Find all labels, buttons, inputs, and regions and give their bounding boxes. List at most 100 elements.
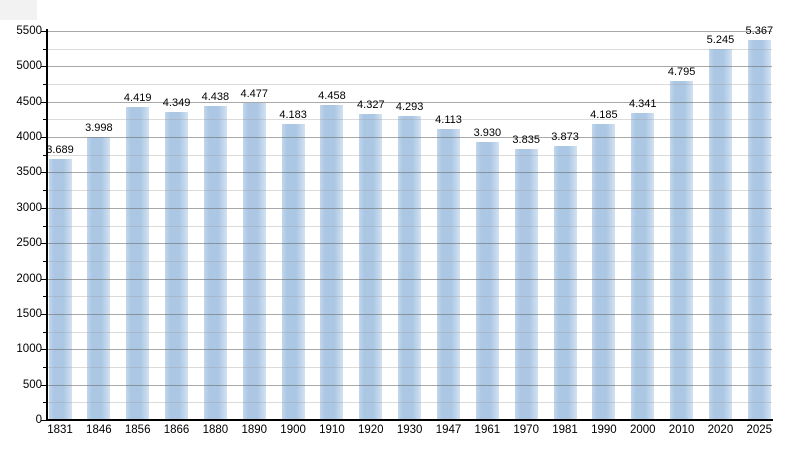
x-axis-line <box>46 419 773 421</box>
gridline-minor <box>48 331 772 333</box>
bar-1910 <box>320 104 344 420</box>
x-tick-label: 1880 <box>202 424 229 436</box>
x-tick-label: 1961 <box>474 424 501 436</box>
gridline-major <box>48 31 772 32</box>
x-tick-label: 1910 <box>319 424 345 436</box>
bar-value-label: 4.349 <box>162 97 191 110</box>
bar-1947 <box>437 129 460 420</box>
y-axis-tick <box>41 137 47 139</box>
x-tick-label: 2010 <box>668 424 695 436</box>
gridline-minor <box>48 154 772 156</box>
y-axis-tick <box>43 331 47 333</box>
bar-value-label: 3.930 <box>473 127 502 140</box>
y-axis-tick <box>41 172 47 174</box>
y-tick-label: 500 <box>22 378 42 391</box>
x-tick-label: 1846 <box>86 424 112 436</box>
gridline-minor <box>48 119 772 121</box>
y-tick-label: 1500 <box>16 307 42 320</box>
y-axis-tick <box>43 296 47 298</box>
y-tick-label: 2000 <box>16 272 42 285</box>
gridline-minor <box>48 366 772 368</box>
y-axis-tick <box>41 420 47 421</box>
y-axis-tick <box>43 402 47 404</box>
bar-1831 <box>48 159 72 420</box>
y-tick-label: 0 <box>35 414 42 426</box>
bar-value-label: 3.873 <box>551 131 579 144</box>
x-tick-label: 1990 <box>591 424 617 436</box>
bar-value-label: 4.183 <box>279 109 307 122</box>
gridline-major <box>48 66 772 68</box>
x-tick-label: 2025 <box>746 424 773 436</box>
bar-value-label: 4.795 <box>667 65 696 78</box>
y-tick-label: 3000 <box>16 201 42 214</box>
gridline-major <box>48 207 772 209</box>
y-tick-label: 4500 <box>16 95 42 108</box>
y-axis-tick <box>41 313 47 315</box>
gridline-major <box>48 172 772 174</box>
gridline-minor <box>48 402 772 404</box>
bar-1920 <box>359 113 383 420</box>
bar-value-label: 4.341 <box>628 97 657 110</box>
y-axis-tick <box>43 48 47 50</box>
x-tick-label: 1866 <box>163 424 190 436</box>
y-axis-tick <box>43 119 47 121</box>
bar-value-label: 3.689 <box>46 144 74 157</box>
gridline-minor <box>48 84 772 86</box>
gridline-major <box>48 278 772 280</box>
y-axis-tick <box>41 101 47 103</box>
gridline-major <box>48 243 772 245</box>
bar-value-label: 4.438 <box>201 91 230 104</box>
x-tick-label: 1831 <box>47 424 73 436</box>
bar-2025 <box>747 40 771 420</box>
y-axis-tick <box>41 243 47 245</box>
x-tick-label: 2020 <box>707 424 734 436</box>
bar-1900 <box>281 124 305 420</box>
y-tick-label: 2500 <box>16 237 42 250</box>
x-tick-label: 1947 <box>435 424 462 436</box>
bar-value-label: 4.185 <box>590 109 618 121</box>
bar-value-label: 4.419 <box>123 92 152 105</box>
x-tick-label: 2000 <box>629 424 656 436</box>
y-axis-tick <box>43 366 47 368</box>
gridline-major <box>48 313 772 315</box>
y-axis-tick <box>41 278 47 280</box>
gridline-minor <box>48 190 772 192</box>
y-tick-label: 5500 <box>16 25 42 37</box>
bar-1930 <box>398 116 422 420</box>
bar-1981 <box>553 146 577 420</box>
bar-2000 <box>631 112 655 420</box>
bar-value-label: 3.835 <box>512 133 540 146</box>
bar-1866 <box>165 112 189 420</box>
y-axis-tick <box>41 31 47 32</box>
x-tick-label: 1890 <box>241 424 268 436</box>
y-axis-tick <box>41 207 47 209</box>
bar-1890 <box>242 103 266 420</box>
x-tick-label: 1856 <box>124 424 151 436</box>
bar-value-label: 3.998 <box>85 122 113 135</box>
bar-value-label: 4.458 <box>318 89 346 102</box>
y-tick-label: 3500 <box>16 166 42 179</box>
y-axis-tick <box>43 154 47 156</box>
bar-1990 <box>592 124 616 420</box>
gridline-major <box>48 101 772 103</box>
x-tick-label: 1981 <box>552 424 578 436</box>
y-axis-tick <box>43 260 47 262</box>
bar-1961 <box>475 142 499 420</box>
gridline-major <box>48 349 772 351</box>
y-axis-tick <box>41 384 47 386</box>
bar-1880 <box>203 106 227 420</box>
corner-artifact <box>0 0 37 20</box>
y-axis-tick <box>43 190 47 192</box>
x-tick-label: 1970 <box>513 424 539 436</box>
bar-value-label: 4.327 <box>357 98 385 111</box>
bar-value-label: 4.113 <box>435 114 462 127</box>
y-tick-label: 5000 <box>16 60 42 73</box>
gridline-major <box>48 137 772 139</box>
bar-2010 <box>670 80 694 420</box>
x-tick-label: 1900 <box>280 424 306 436</box>
bar-value-label: 5.245 <box>706 34 735 47</box>
bar-1970 <box>514 148 538 420</box>
bar-value-label: 4.477 <box>240 88 269 101</box>
y-tick-label: 4000 <box>16 131 42 144</box>
